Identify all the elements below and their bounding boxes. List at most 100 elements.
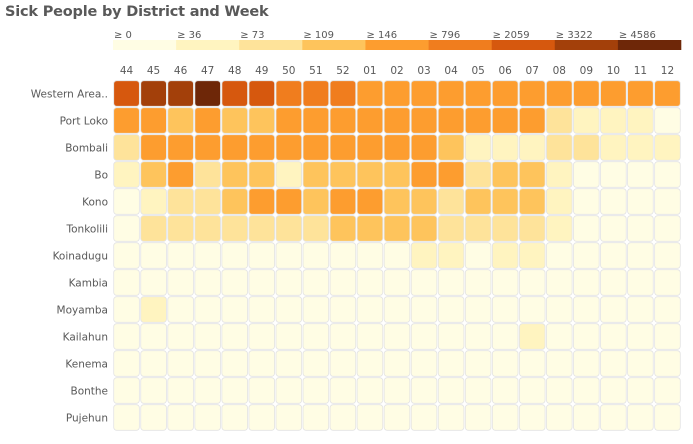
heatmap-cell[interactable] <box>600 161 627 188</box>
heatmap-cell[interactable] <box>519 404 546 431</box>
heatmap-cell[interactable] <box>546 242 573 269</box>
heatmap-cell[interactable] <box>491 242 519 269</box>
heatmap-cell[interactable] <box>573 296 600 323</box>
heatmap-cell[interactable] <box>140 350 167 377</box>
heatmap-cell[interactable] <box>194 269 221 296</box>
heatmap-cell[interactable] <box>546 377 573 404</box>
heatmap-cell[interactable] <box>194 323 221 350</box>
heatmap-cell[interactable] <box>600 323 627 350</box>
heatmap-cell[interactable] <box>329 296 357 323</box>
heatmap-cell[interactable] <box>275 188 303 215</box>
heatmap-cell[interactable] <box>383 323 411 350</box>
heatmap-cell[interactable] <box>573 404 600 431</box>
heatmap-cell[interactable] <box>356 377 384 404</box>
heatmap-cell[interactable] <box>113 188 140 215</box>
heatmap-cell[interactable] <box>573 107 600 134</box>
heatmap-cell[interactable] <box>519 188 546 215</box>
heatmap-cell[interactable] <box>167 215 194 242</box>
heatmap-cell[interactable] <box>140 404 167 431</box>
heatmap-cell[interactable] <box>248 215 275 242</box>
heatmap-cell[interactable] <box>221 350 248 377</box>
heatmap-cell[interactable] <box>329 188 357 215</box>
heatmap-cell[interactable] <box>383 269 411 296</box>
heatmap-cell[interactable] <box>600 134 627 161</box>
heatmap-cell[interactable] <box>329 161 357 188</box>
heatmap-cell[interactable] <box>356 161 384 188</box>
heatmap-cell[interactable] <box>410 188 438 215</box>
heatmap-cell[interactable] <box>464 377 492 404</box>
heatmap-cell[interactable] <box>573 269 600 296</box>
heatmap-cell[interactable] <box>356 323 384 350</box>
heatmap-cell[interactable] <box>221 215 248 242</box>
heatmap-cell[interactable] <box>383 215 411 242</box>
heatmap-cell[interactable] <box>491 107 519 134</box>
heatmap-cell[interactable] <box>627 269 654 296</box>
heatmap-cell[interactable] <box>437 242 465 269</box>
heatmap-cell[interactable] <box>113 161 140 188</box>
heatmap-cell[interactable] <box>140 269 167 296</box>
heatmap-cell[interactable] <box>194 296 221 323</box>
heatmap-cell[interactable] <box>464 161 492 188</box>
heatmap-cell[interactable] <box>113 323 140 350</box>
heatmap-cell[interactable] <box>627 188 654 215</box>
heatmap-cell[interactable] <box>410 296 438 323</box>
heatmap-cell[interactable] <box>464 296 492 323</box>
heatmap-cell[interactable] <box>140 377 167 404</box>
heatmap-cell[interactable] <box>654 188 681 215</box>
heatmap-cell[interactable] <box>464 242 492 269</box>
heatmap-cell[interactable] <box>167 134 194 161</box>
heatmap-cell[interactable] <box>194 215 221 242</box>
heatmap-cell[interactable] <box>573 323 600 350</box>
heatmap-cell[interactable] <box>573 161 600 188</box>
heatmap-cell[interactable] <box>437 350 465 377</box>
heatmap-cell[interactable] <box>302 80 330 107</box>
heatmap-cell[interactable] <box>356 269 384 296</box>
heatmap-cell[interactable] <box>221 242 248 269</box>
heatmap-cell[interactable] <box>491 215 519 242</box>
heatmap-cell[interactable] <box>573 377 600 404</box>
heatmap-cell[interactable] <box>519 161 546 188</box>
heatmap-cell[interactable] <box>410 377 438 404</box>
heatmap-cell[interactable] <box>329 269 357 296</box>
heatmap-cell[interactable] <box>383 188 411 215</box>
heatmap-cell[interactable] <box>437 215 465 242</box>
heatmap-cell[interactable] <box>248 404 275 431</box>
heatmap-cell[interactable] <box>383 80 411 107</box>
heatmap-cell[interactable] <box>627 404 654 431</box>
heatmap-cell[interactable] <box>654 296 681 323</box>
heatmap-cell[interactable] <box>519 107 546 134</box>
heatmap-cell[interactable] <box>600 269 627 296</box>
heatmap-cell[interactable] <box>167 242 194 269</box>
heatmap-cell[interactable] <box>573 215 600 242</box>
heatmap-cell[interactable] <box>654 323 681 350</box>
heatmap-cell[interactable] <box>654 269 681 296</box>
heatmap-cell[interactable] <box>248 188 275 215</box>
heatmap-cell[interactable] <box>221 107 248 134</box>
heatmap-cell[interactable] <box>491 323 519 350</box>
heatmap-cell[interactable] <box>275 107 303 134</box>
heatmap-cell[interactable] <box>546 188 573 215</box>
heatmap-cell[interactable] <box>329 215 357 242</box>
heatmap-cell[interactable] <box>248 161 275 188</box>
heatmap-cell[interactable] <box>410 323 438 350</box>
heatmap-cell[interactable] <box>248 134 275 161</box>
heatmap-cell[interactable] <box>356 404 384 431</box>
heatmap-cell[interactable] <box>113 80 140 107</box>
heatmap-cell[interactable] <box>410 215 438 242</box>
heatmap-cell[interactable] <box>491 296 519 323</box>
heatmap-cell[interactable] <box>437 188 465 215</box>
heatmap-cell[interactable] <box>221 296 248 323</box>
heatmap-cell[interactable] <box>221 134 248 161</box>
heatmap-cell[interactable] <box>437 404 465 431</box>
heatmap-cell[interactable] <box>302 296 330 323</box>
heatmap-cell[interactable] <box>546 404 573 431</box>
heatmap-cell[interactable] <box>464 404 492 431</box>
heatmap-cell[interactable] <box>437 80 465 107</box>
heatmap-cell[interactable] <box>275 404 303 431</box>
heatmap-cell[interactable] <box>600 188 627 215</box>
heatmap-cell[interactable] <box>383 296 411 323</box>
heatmap-cell[interactable] <box>275 350 303 377</box>
heatmap-cell[interactable] <box>221 323 248 350</box>
heatmap-cell[interactable] <box>356 215 384 242</box>
heatmap-cell[interactable] <box>410 134 438 161</box>
